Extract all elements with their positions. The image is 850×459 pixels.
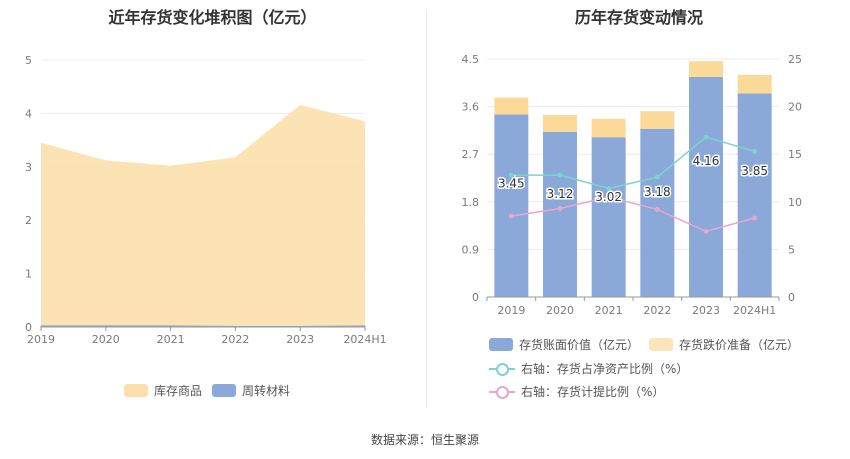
bar-book-value <box>543 131 577 297</box>
point-net-asset-ratio <box>703 134 709 140</box>
y-left-tick-label: 4.5 <box>462 53 480 66</box>
x-tick-label: 2022 <box>221 333 249 346</box>
y-tick-label: 2 <box>25 214 32 227</box>
legend-item-impairment[interactable]: 存货跌价准备（亿元） <box>649 336 799 353</box>
y-left-tick-label: 0 <box>472 291 479 304</box>
y-left-tick-label: 1.8 <box>462 196 480 209</box>
x-tick-label: 2024H1 <box>343 333 386 346</box>
legend-swatch-impairment <box>649 338 673 351</box>
legend-item-turnover-materials[interactable]: 周转材料 <box>212 382 290 399</box>
point-net-asset-ratio <box>606 185 612 191</box>
legend-swatch-turnover-materials <box>212 384 236 397</box>
bar-book-value <box>737 93 772 297</box>
point-provision-ratio <box>752 215 758 221</box>
panel-divider <box>426 10 427 408</box>
y-left-tick-label: 0.9 <box>462 243 480 256</box>
bar-data-label: 3.02 <box>595 190 622 204</box>
x-tick-label: 2019 <box>27 333 55 346</box>
point-net-asset-ratio <box>557 172 563 178</box>
legend-label-turnover-materials: 周转材料 <box>242 384 291 398</box>
x-tick-label: 2023 <box>286 333 314 346</box>
right-combo-chart: 0 0.9 1.8 2.7 3.6 4.5 0 5 10 15 20 25 2019 2020 2021 20… <box>462 53 803 317</box>
point-provision-ratio <box>557 205 563 211</box>
x-tick-label: 2021 <box>595 304 623 317</box>
left-area-chart: 0 1 2 3 4 5 2019 2020 2021 2022 2023 2024H1 <box>25 54 387 346</box>
point-net-asset-ratio <box>654 174 660 180</box>
y-tick-label: 3 <box>25 161 32 174</box>
legend-swatch-book-value <box>489 338 513 351</box>
legend-item-inventory-goods[interactable]: 库存商品 <box>124 382 202 399</box>
bar-impairment <box>737 74 772 94</box>
y-left-tick-label: 2.7 <box>462 148 480 161</box>
y-right-tick-label: 0 <box>788 291 795 304</box>
right-chart-panel: 历年存货变动情况 0 0.9 1.8 2.7 3.6 4.5 0 5 10 15 20 25 2019 2… <box>428 0 850 410</box>
legend-label-net-asset-ratio: 右轴：存货占净资产比例（%） <box>521 362 689 376</box>
bar-data-label: 3.12 <box>547 187 574 201</box>
x-tick-label: 2021 <box>157 333 185 346</box>
left-chart-panel: 近年存货变化堆积图（亿元） 0 1 2 3 4 5 2019 2020 2021 2022 2023… <box>0 0 425 410</box>
y-left-tick-label: 3.6 <box>462 101 480 114</box>
x-tick-label: 2024H1 <box>733 304 776 317</box>
x-tick-label: 2019 <box>497 304 525 317</box>
line-provision-ratio <box>511 196 755 233</box>
x-tick-label: 2020 <box>92 333 120 346</box>
y-right-tick-label: 15 <box>788 148 802 161</box>
left-chart-title: 近年存货变化堆积图（亿元） <box>108 8 317 27</box>
point-provision-ratio <box>703 228 709 234</box>
right-chart-title: 历年存货变动情况 <box>574 8 703 27</box>
y-right-tick-label: 20 <box>788 101 802 114</box>
legend-item-book-value[interactable]: 存货账面价值（亿元） <box>489 336 639 353</box>
point-net-asset-ratio <box>752 148 758 154</box>
bar-book-value <box>494 114 529 298</box>
x-tick-label: 2020 <box>546 304 574 317</box>
point-provision-ratio <box>654 206 660 212</box>
legend-label-inventory-goods: 库存商品 <box>154 384 203 398</box>
x-tick-label: 2022 <box>643 304 671 317</box>
x-tick-label: 2023 <box>692 304 720 317</box>
legend-swatch-net-asset-ratio <box>489 362 515 376</box>
legend-swatch-provision-ratio <box>489 385 515 399</box>
legend-label-book-value: 存货账面价值（亿元） <box>519 338 640 352</box>
bar-impairment <box>543 115 577 132</box>
area-series-inventory-goods <box>41 104 365 327</box>
bar-impairment <box>689 61 723 77</box>
y-tick-label: 4 <box>25 107 32 120</box>
legend-label-impairment: 存货跌价准备（亿元） <box>679 338 800 352</box>
data-source: 数据来源：恒生聚源 <box>370 433 479 447</box>
bar-data-label: 3.45 <box>498 177 525 191</box>
legend-label-provision-ratio: 右轴：存货计提比例（%） <box>521 385 665 399</box>
bar-book-value <box>689 76 723 297</box>
y-tick-label: 0 <box>25 321 32 334</box>
bar-data-label: 3.85 <box>741 164 768 178</box>
bar-impairment <box>640 111 675 129</box>
y-right-tick-label: 10 <box>788 196 802 209</box>
y-tick-label: 1 <box>25 268 32 281</box>
legend-item-provision-ratio[interactable]: 右轴：存货计提比例（%） <box>489 383 664 400</box>
point-provision-ratio <box>508 213 514 219</box>
bar-data-label: 4.16 <box>693 154 720 168</box>
point-net-asset-ratio <box>508 172 514 178</box>
y-tick-label: 5 <box>25 54 32 67</box>
legend-swatch-inventory-goods <box>124 384 148 397</box>
bar-data-label: 3.18 <box>644 185 671 199</box>
bar-book-value <box>640 128 675 297</box>
point-provision-ratio <box>606 194 612 200</box>
legend-item-net-asset-ratio[interactable]: 右轴：存货占净资产比例（%） <box>489 360 688 377</box>
y-right-tick-label: 5 <box>788 243 795 256</box>
line-net-asset-ratio <box>511 136 755 190</box>
y-right-tick-label: 25 <box>788 53 802 66</box>
bar-impairment <box>591 118 626 138</box>
bar-impairment <box>494 97 529 115</box>
bar-book-value <box>591 137 626 297</box>
